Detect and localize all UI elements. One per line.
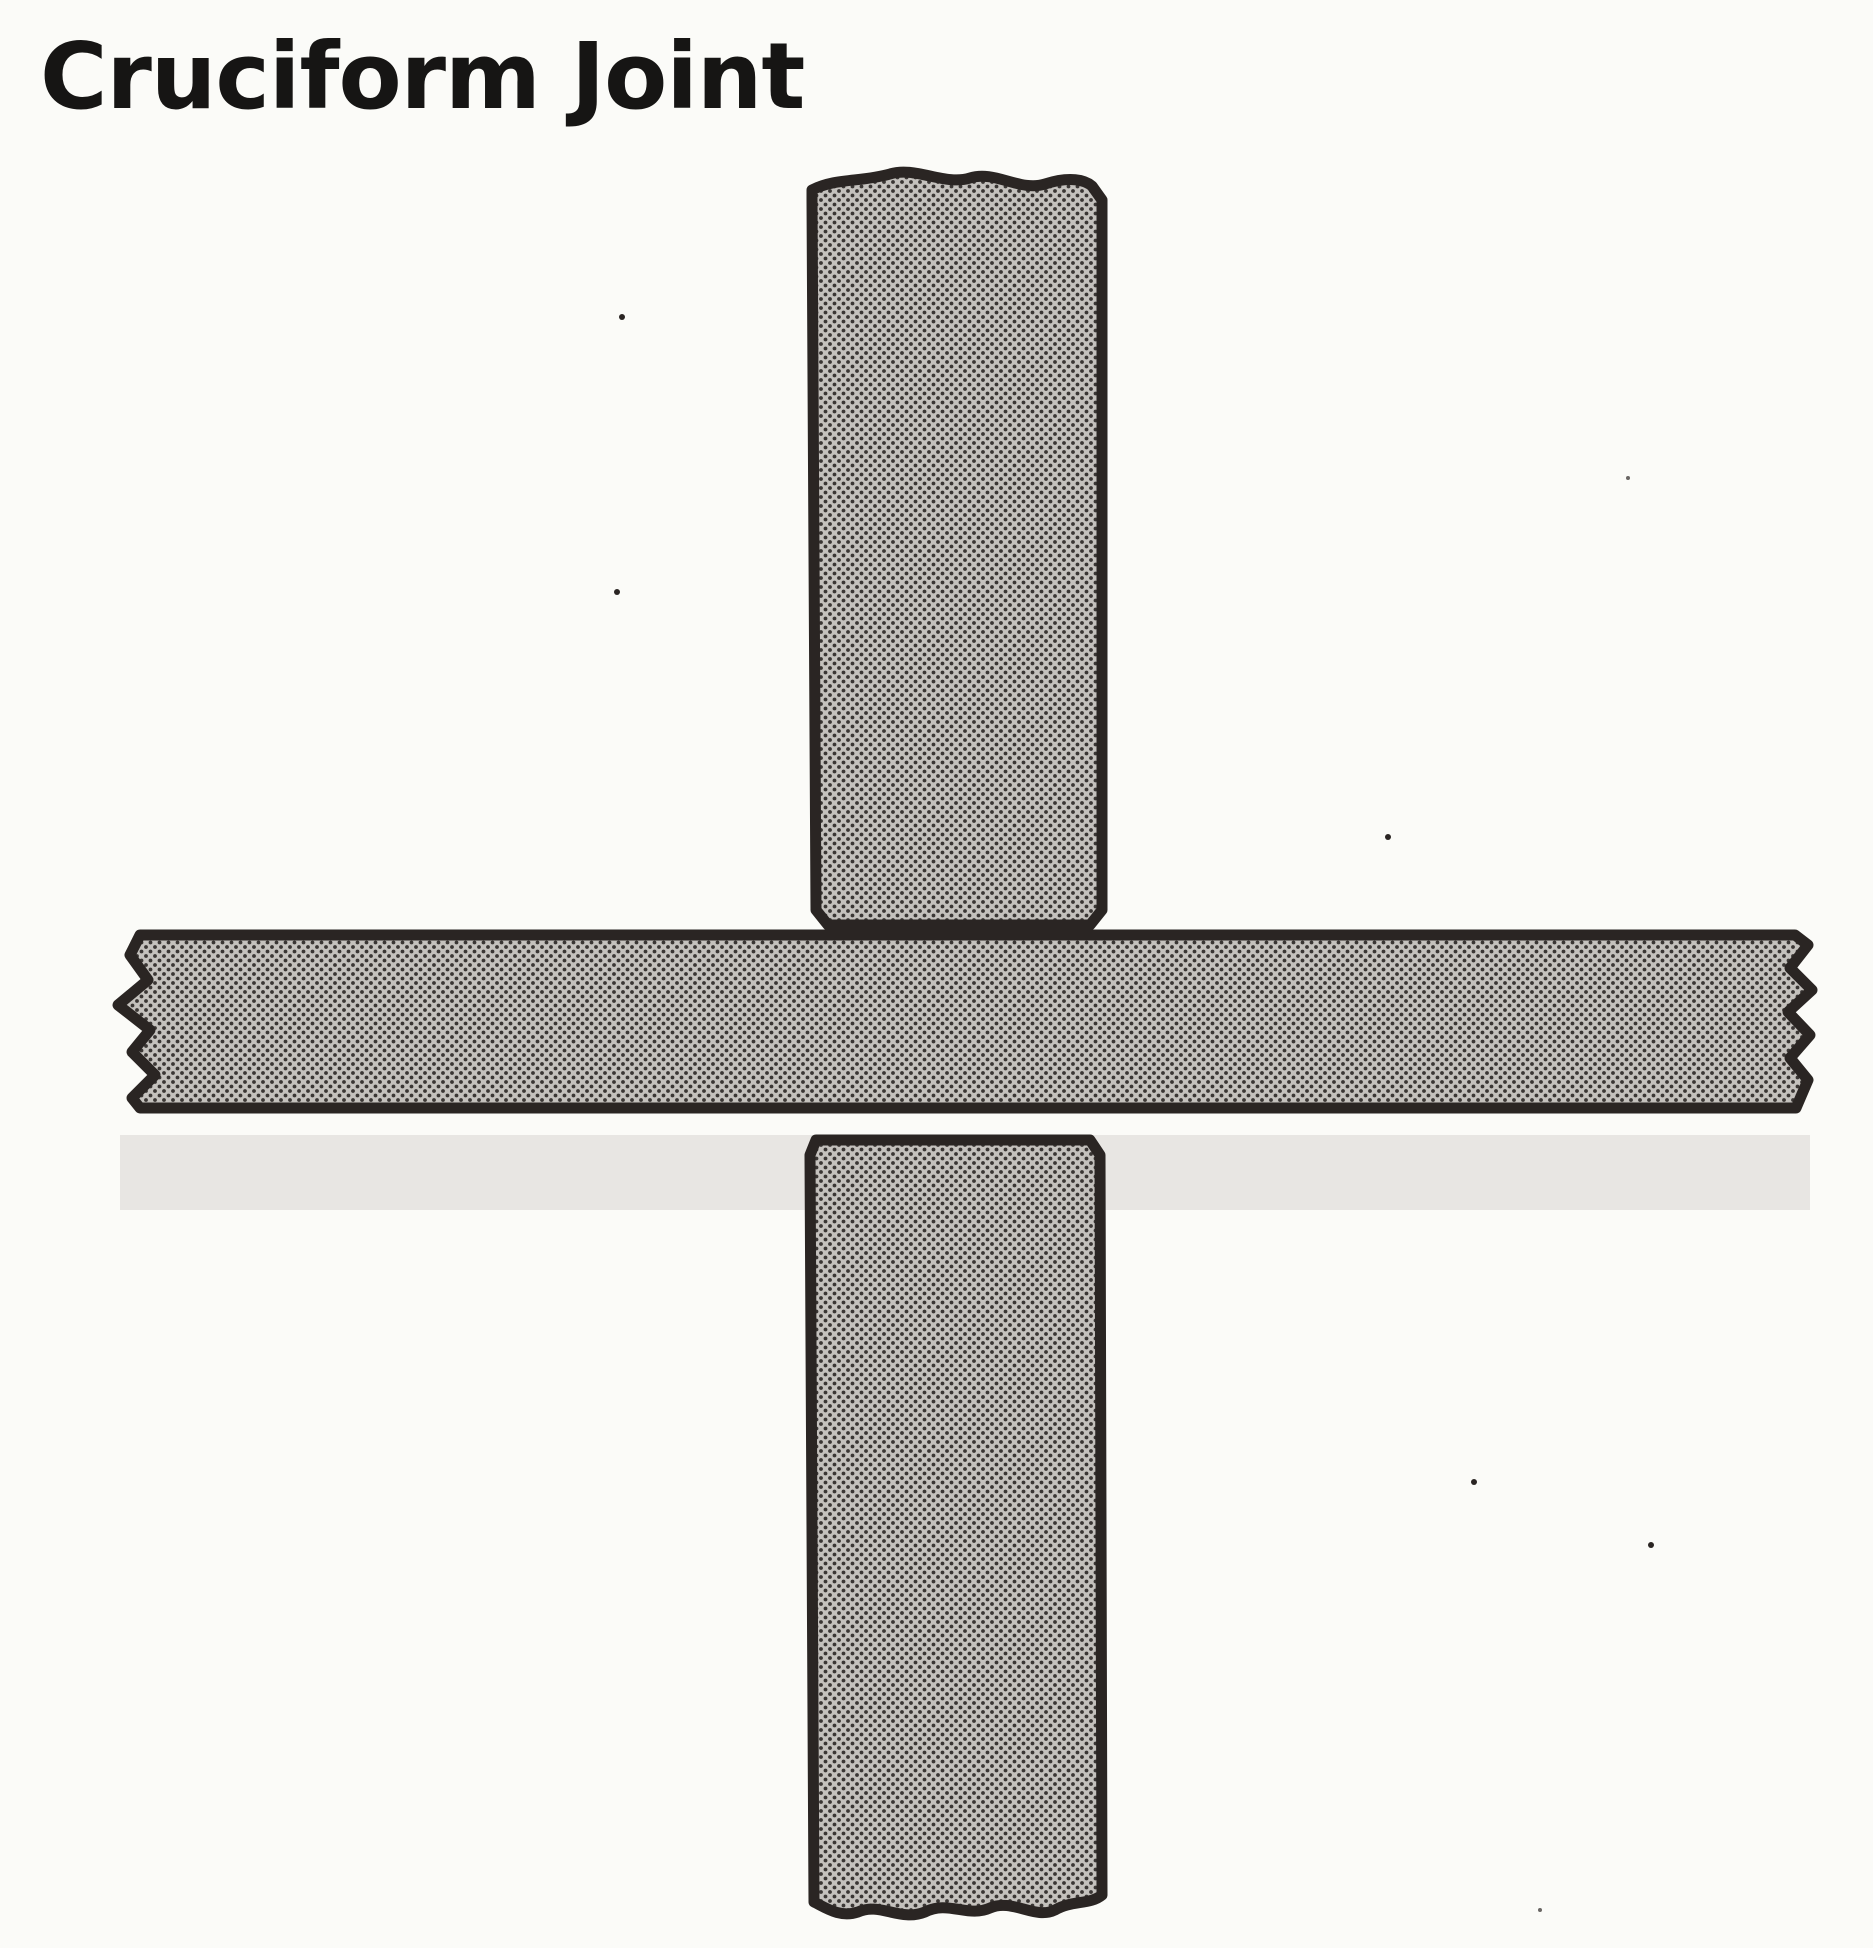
- paper-speck: [619, 314, 625, 320]
- upper-vertical-plate: [806, 166, 1108, 931]
- diagram-title: Cruciform Joint: [40, 23, 805, 130]
- paper-speck: [1385, 834, 1391, 840]
- paper-speck: [614, 589, 620, 595]
- paper-speck: [1626, 476, 1630, 480]
- horizontal-continuous-plate: [112, 929, 1818, 1114]
- lower-vertical-plate: [804, 1134, 1108, 1921]
- paper-speck: [1471, 1479, 1477, 1485]
- paper-speck: [1538, 1908, 1542, 1912]
- paper-speck: [1648, 1542, 1654, 1548]
